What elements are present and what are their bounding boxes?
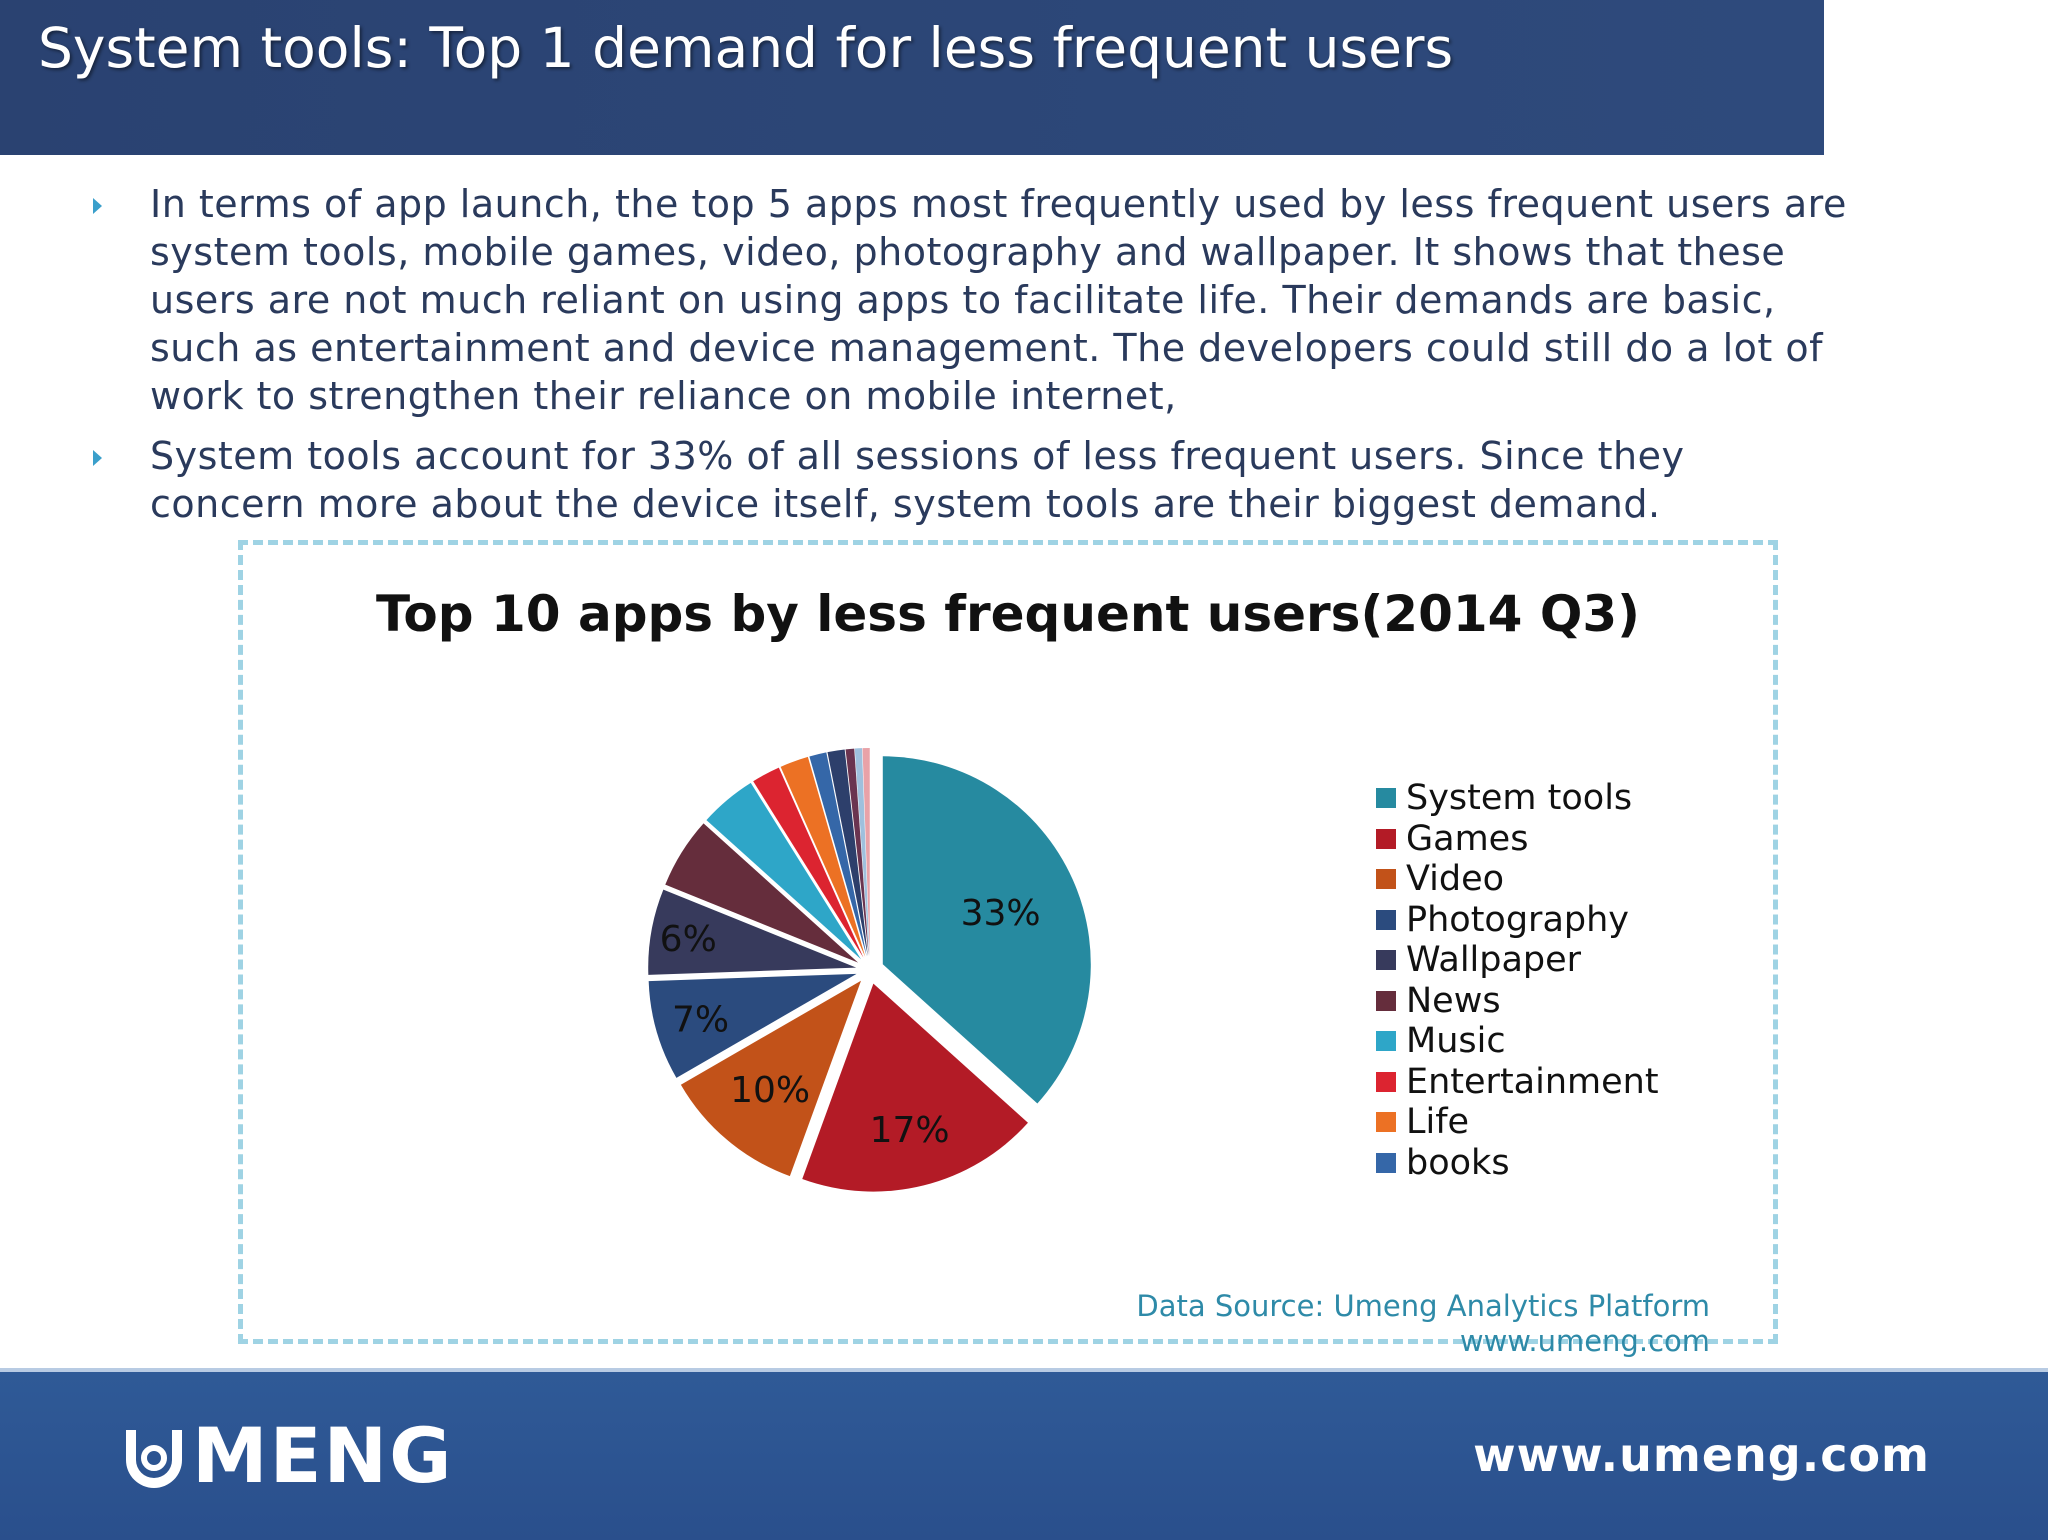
bullet-arrow-icon	[93, 198, 102, 214]
pie-slice	[648, 973, 857, 1078]
chart-title: Top 10 apps by less frequent users(2014 …	[375, 585, 1641, 643]
legend-label: News	[1406, 980, 1501, 1021]
logo-text: MENG	[192, 1411, 454, 1500]
legend-swatch	[1376, 909, 1396, 930]
umeng-logo: MENG	[118, 1418, 454, 1494]
legend-swatch	[1376, 869, 1396, 890]
legend-item: System tools	[1376, 778, 1659, 819]
legend-item: Video	[1376, 859, 1659, 900]
legend-item: Photography	[1376, 900, 1659, 941]
pie-slice	[665, 823, 859, 963]
legend-item: News	[1376, 981, 1659, 1022]
pie-slice	[827, 749, 868, 957]
legend-item: books	[1376, 1143, 1659, 1184]
legend-item: Wallpaper	[1376, 940, 1659, 981]
pie-slice	[680, 980, 862, 1177]
legend-label: Photography	[1406, 899, 1630, 940]
legend-label: Video	[1406, 859, 1505, 900]
legend-label: Music	[1406, 1021, 1506, 1062]
legend-swatch	[1376, 1112, 1396, 1133]
umeng-logo-icon	[126, 1430, 182, 1488]
data-source-url: www.umeng.com	[1459, 1324, 1710, 1358]
legend-swatch	[1376, 1031, 1396, 1052]
bullet-list: In terms of app launch, the top 5 apps m…	[90, 180, 1850, 540]
pie-slice	[706, 782, 862, 960]
legend-item: Life	[1376, 1102, 1659, 1143]
legend-label: System tools	[1406, 778, 1633, 819]
bullet-item: System tools account for 33% of all sess…	[90, 432, 1850, 528]
bullet-text: System tools account for 33% of all sess…	[150, 434, 1685, 526]
legend-swatch	[1376, 1071, 1396, 1092]
pie-slice	[854, 748, 870, 957]
bullet-item: In terms of app launch, the top 5 apps m…	[90, 180, 1850, 420]
legend-label: Entertainment	[1406, 1061, 1659, 1102]
legend-swatch	[1376, 788, 1396, 809]
footer-url: www.umeng.com	[1473, 1428, 1930, 1482]
bullet-arrow-icon	[93, 450, 102, 466]
pie-slice	[862, 748, 870, 957]
legend-label: Games	[1406, 818, 1529, 859]
chart-frame	[238, 540, 1778, 1344]
header-bar: System tools: Top 1 demand for less freq…	[0, 0, 1824, 155]
pie-slice	[648, 889, 857, 975]
legend-label: Wallpaper	[1406, 940, 1582, 981]
legend-item: Music	[1376, 1021, 1659, 1062]
pie-data-label: 10%	[730, 1070, 810, 1111]
bullet-text: In terms of app launch, the top 5 apps m…	[150, 182, 1847, 418]
data-source: Data Source: Umeng Analytics Platform ww…	[1136, 1288, 1710, 1358]
legend-label: Life	[1406, 1102, 1470, 1143]
legend-label: books	[1406, 1142, 1510, 1183]
pie-slice	[882, 756, 1091, 1104]
legend-swatch	[1376, 828, 1396, 849]
page-title: System tools: Top 1 demand for less freq…	[38, 16, 1454, 80]
legend-swatch	[1376, 1152, 1396, 1173]
pie-data-label: 7%	[672, 1000, 729, 1041]
pie-slice	[780, 756, 866, 957]
pie-data-label: 6%	[660, 919, 717, 960]
pie-slice	[802, 983, 1028, 1192]
pie-slice	[753, 767, 864, 958]
footer-bar	[0, 1368, 2048, 1540]
data-source-label: Data Source: Umeng Analytics Platform	[1136, 1289, 1710, 1323]
pie-slice	[809, 752, 867, 957]
legend-swatch	[1376, 950, 1396, 971]
legend-item: Entertainment	[1376, 1062, 1659, 1103]
pie-slice	[845, 748, 869, 957]
pie-data-label: 17%	[870, 1110, 950, 1151]
legend-item: Games	[1376, 819, 1659, 860]
pie-data-label: 33%	[961, 893, 1041, 934]
legend-swatch	[1376, 990, 1396, 1011]
chart-legend: System tools Games Video Photography Wallpap…	[1376, 778, 1659, 1183]
